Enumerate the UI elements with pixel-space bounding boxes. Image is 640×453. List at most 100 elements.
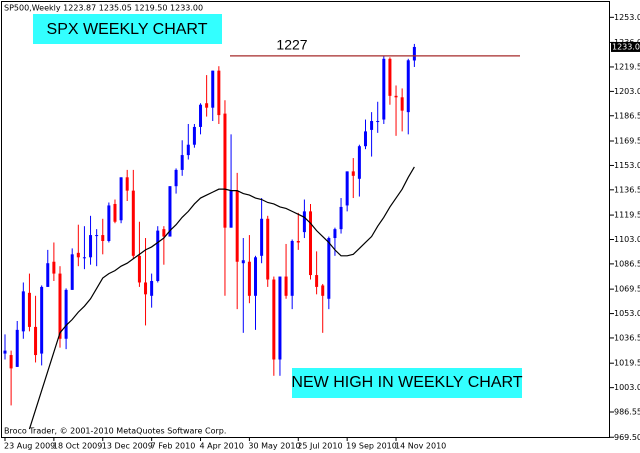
candle-body — [3, 350, 7, 354]
x-tick-label: 7 Feb 2010 — [151, 442, 196, 451]
candle-body — [339, 206, 343, 230]
x-tick-label: 30 May 2010 — [248, 442, 300, 451]
candle-body — [254, 257, 258, 296]
candle-body — [64, 289, 68, 339]
candle-body — [70, 254, 74, 290]
y-tick-label: 1119.50 — [614, 211, 640, 220]
candle-body — [284, 276, 288, 296]
chart-title: SP500,Weekly 1223.87 1235.05 1219.50 123… — [4, 4, 203, 13]
candle-body — [309, 211, 312, 276]
x-tick-label: 4 Apr 2010 — [200, 442, 244, 451]
y-tick-label: 1253.00 — [614, 13, 640, 22]
y-tick-label: 969.50 — [614, 433, 640, 442]
last-price-box — [611, 41, 640, 52]
annotation: NEW HIGH IN WEEKLY CHART — [291, 374, 522, 391]
candle-body — [376, 121, 380, 123]
candle-body — [101, 235, 105, 241]
annotation-box — [33, 14, 222, 44]
x-tick-label: 18 Oct 2009 — [53, 442, 102, 451]
candle-body — [58, 273, 62, 339]
candle-body — [321, 285, 325, 296]
candle-body — [15, 329, 19, 367]
candle-body — [345, 171, 349, 206]
candle-body — [180, 155, 184, 170]
y-tick-label: 1003.00 — [614, 383, 640, 392]
candle-body — [168, 186, 172, 237]
candle-body — [315, 275, 319, 287]
annotation: SPX WEEKLY CHART — [47, 21, 208, 38]
candle-body — [192, 126, 196, 145]
x-tick-label: 19 Sep 2010 — [346, 442, 397, 451]
candle-body — [27, 292, 31, 327]
candle-body — [21, 291, 25, 332]
candle-body — [52, 261, 56, 274]
candle-body — [125, 177, 129, 191]
candle-body — [40, 286, 44, 354]
y-tick-label: 1036.55 — [614, 333, 640, 342]
candle-body — [370, 121, 374, 130]
candle-body — [186, 144, 190, 156]
candle-body — [162, 229, 166, 237]
candle-body — [412, 46, 416, 61]
candle-body — [223, 113, 227, 228]
candle-body — [95, 235, 99, 237]
candle-body — [290, 240, 294, 296]
y-tick-label: 1103.00 — [614, 235, 640, 244]
x-tick-label: 25 Jul 2010 — [297, 442, 342, 451]
candle-body — [388, 58, 392, 96]
candle-body — [351, 171, 355, 176]
moving-average-line — [28, 166, 415, 430]
candle-body — [247, 261, 251, 296]
candle-body — [107, 205, 111, 241]
candle-body — [144, 282, 148, 295]
y-tick-label: 1169.50 — [614, 137, 640, 146]
candle-body — [327, 238, 331, 299]
x-tick-label: 14 Nov 2010 — [395, 442, 446, 451]
y-tick-label: 1053.00 — [614, 309, 640, 318]
candle-body — [34, 326, 38, 356]
candle-body — [363, 131, 367, 147]
y-tick-label: 1136.55 — [614, 185, 640, 194]
candle-body — [131, 190, 135, 256]
candle-body — [9, 355, 13, 369]
candle-body — [296, 240, 300, 243]
plot-frame — [1, 1, 610, 438]
candle-body — [211, 70, 215, 108]
candle-body — [46, 263, 50, 287]
footer: Broco Trader, © 2001-2010 MetaQuotes Sof… — [4, 427, 226, 436]
candle-body — [272, 279, 276, 360]
candle-body — [333, 229, 337, 239]
y-tick-label: 1203.00 — [614, 87, 640, 96]
y-tick-label: 1219.50 — [614, 62, 640, 71]
candle-body — [241, 260, 245, 264]
candle-body — [217, 70, 221, 116]
candle-body — [278, 276, 282, 360]
x-tick-label: 23 Aug 2009 — [4, 442, 55, 451]
candle-body — [156, 230, 160, 281]
candle-body — [82, 257, 86, 259]
annotation-box — [292, 368, 522, 398]
candle-body — [260, 218, 264, 256]
candle-body — [235, 190, 239, 262]
candle-body — [382, 58, 386, 120]
y-tick-label: 1086.55 — [614, 259, 640, 268]
level-label: 1227 — [276, 37, 307, 53]
last-price-label: 1233.00 — [612, 42, 640, 51]
candle-body — [137, 255, 141, 283]
candle-body — [266, 218, 270, 280]
candle-body — [119, 177, 123, 221]
candle-body — [229, 190, 233, 228]
candle-body — [174, 169, 178, 187]
y-tick-label: 986.55 — [614, 408, 640, 417]
candle-body — [76, 252, 80, 258]
y-tick-label: 1019.50 — [614, 359, 640, 368]
candle-body — [199, 104, 203, 127]
candle-body — [205, 103, 209, 108]
candle-body — [394, 95, 398, 98]
y-tick-label: 1153.00 — [614, 161, 640, 170]
candle-body — [113, 203, 117, 222]
candle-body — [400, 97, 404, 111]
candle-body — [302, 211, 306, 233]
candle-body — [406, 60, 410, 113]
